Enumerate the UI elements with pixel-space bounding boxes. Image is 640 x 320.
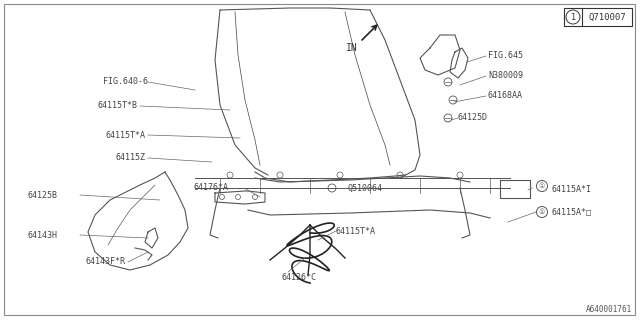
Bar (564, 8, 632, 26)
Circle shape (277, 172, 283, 178)
Circle shape (328, 184, 336, 192)
Circle shape (444, 78, 452, 86)
Circle shape (444, 114, 452, 122)
Text: 64115T*B: 64115T*B (98, 101, 138, 110)
Text: N380009: N380009 (488, 71, 523, 81)
Circle shape (457, 172, 463, 178)
Text: IN: IN (346, 43, 358, 53)
Text: 64168AA: 64168AA (488, 92, 523, 100)
Text: FIG.640-6: FIG.640-6 (103, 77, 148, 86)
Text: 64176*A: 64176*A (194, 183, 229, 193)
Text: 64115T*A: 64115T*A (106, 131, 146, 140)
Text: 64143F*R: 64143F*R (85, 258, 125, 267)
Circle shape (566, 10, 580, 24)
Circle shape (536, 180, 547, 191)
Text: Q710007: Q710007 (588, 12, 626, 21)
Circle shape (253, 195, 257, 199)
Circle shape (449, 96, 457, 104)
Text: A640001761: A640001761 (586, 305, 632, 314)
Circle shape (236, 195, 241, 199)
Circle shape (337, 172, 343, 178)
Text: 64126*C: 64126*C (282, 274, 317, 283)
Circle shape (220, 195, 225, 199)
Text: 64143H: 64143H (28, 230, 58, 239)
Circle shape (536, 206, 547, 218)
Text: ①: ① (539, 209, 545, 215)
Text: 64115Z: 64115Z (116, 154, 146, 163)
Text: ①: ① (539, 183, 545, 189)
Text: 64115T*A: 64115T*A (335, 228, 375, 236)
Text: 64125B: 64125B (28, 190, 58, 199)
Circle shape (397, 172, 403, 178)
Text: 1: 1 (570, 12, 575, 21)
Text: 64115A*□: 64115A*□ (552, 207, 592, 217)
Text: Q510064: Q510064 (348, 183, 383, 193)
Text: 64115A*I: 64115A*I (552, 186, 592, 195)
Circle shape (227, 172, 233, 178)
Text: 64125D: 64125D (458, 114, 488, 123)
Text: FIG.645: FIG.645 (488, 52, 523, 60)
